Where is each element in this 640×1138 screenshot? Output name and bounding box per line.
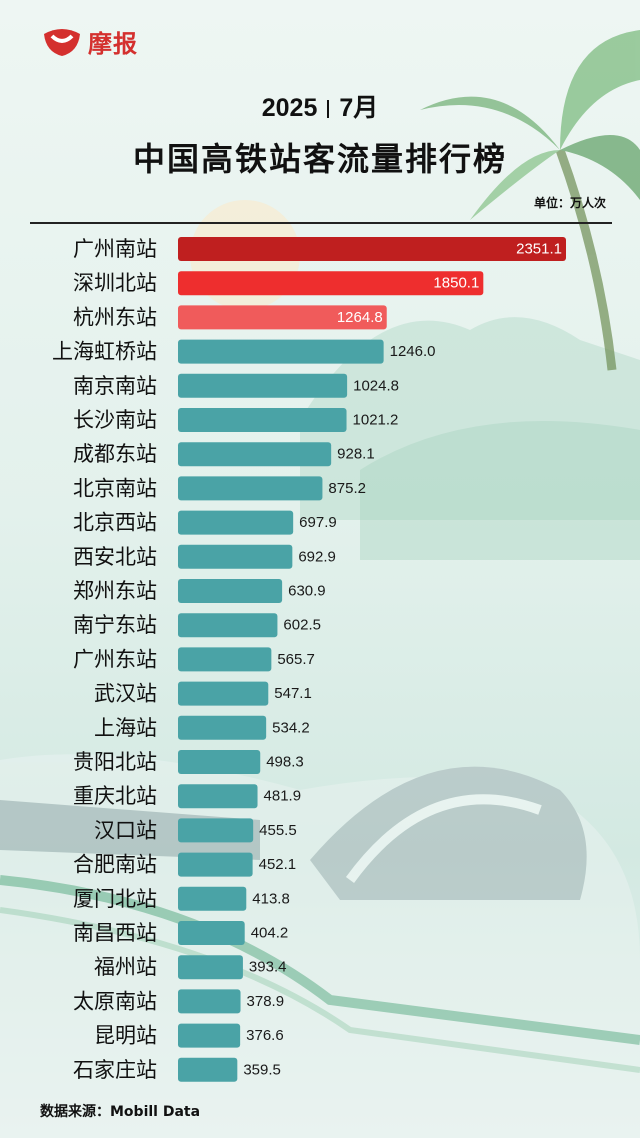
value-label: 1246.0 (390, 343, 436, 360)
month-label: 7月 (339, 94, 379, 122)
value-label: 565.7 (277, 651, 315, 668)
value-label: 404.2 (251, 925, 289, 942)
bar (178, 784, 258, 809)
value-label: 452.1 (259, 856, 297, 873)
category-label: 深圳北站 (73, 271, 157, 295)
brand-mark-icon (44, 28, 80, 56)
value-label: 1264.8 (337, 309, 383, 326)
category-label: 上海站 (94, 716, 157, 740)
mountain-range (300, 317, 640, 520)
bar (178, 305, 387, 330)
hill (360, 421, 640, 560)
value-label: 1850.1 (433, 275, 479, 292)
bar (178, 1023, 241, 1048)
value-label: 376.6 (246, 1027, 284, 1044)
bar (178, 373, 348, 398)
bar (178, 886, 247, 911)
data-source: 数据来源：Mobill Data (40, 1104, 201, 1120)
bar (178, 408, 347, 432)
value-label: 630.9 (288, 583, 326, 600)
value-label: 378.9 (247, 993, 285, 1010)
unit-label: 单位：万人次 (533, 196, 606, 210)
bar (178, 237, 566, 261)
bar (178, 544, 293, 569)
bar (178, 750, 261, 774)
value-label: 928.1 (337, 446, 375, 463)
value-label: 534.2 (272, 719, 310, 736)
category-label: 厦门北站 (73, 887, 157, 911)
category-label: 太原南站 (73, 989, 157, 1013)
bar (178, 715, 267, 740)
value-label: 2351.1 (516, 241, 562, 258)
category-label: 昆明站 (94, 1024, 157, 1048)
category-label: 重庆北站 (73, 784, 157, 808)
category-label: 石家庄站 (73, 1058, 157, 1082)
category-label: 南京南站 (73, 374, 157, 398)
value-label: 1021.2 (353, 412, 399, 429)
value-label: 498.3 (266, 754, 304, 771)
category-label: 杭州东站 (73, 305, 157, 329)
bar (178, 852, 253, 877)
value-label: 455.5 (259, 822, 297, 839)
value-label: 692.9 (298, 548, 336, 565)
category-label: 广州东站 (73, 647, 157, 671)
train-illustration (0, 754, 640, 1138)
bar (178, 1057, 238, 1082)
category-label: 北京西站 (73, 511, 157, 535)
value-label: 602.5 (283, 617, 321, 634)
bar (178, 681, 269, 706)
category-label: 北京南站 (73, 476, 157, 500)
category-label: 合肥南站 (73, 853, 157, 877)
bar (178, 955, 243, 980)
bar (178, 271, 484, 296)
bar (178, 476, 323, 501)
category-label: 广州南站 (73, 237, 157, 261)
value-label: 697.9 (299, 514, 337, 531)
bar (178, 921, 245, 945)
category-label: 汉口站 (94, 818, 157, 842)
bar (178, 613, 278, 638)
value-label: 393.4 (249, 959, 287, 976)
bar (178, 339, 384, 364)
category-label: 西安北站 (73, 545, 157, 569)
category-label: 郑州东站 (73, 579, 157, 603)
header-divider (30, 222, 612, 224)
value-label: 481.9 (264, 788, 302, 805)
bar (178, 510, 294, 535)
page-title: 中国高铁站客流量排行榜 (132, 140, 507, 178)
bar (178, 818, 254, 843)
category-label: 成都东站 (73, 442, 157, 466)
brand-name: 摩报 (88, 30, 138, 58)
category-label: 福州站 (94, 955, 157, 979)
brand-logo[interactable]: 摩报 (40, 24, 138, 59)
value-label: 547.1 (274, 685, 312, 702)
category-label: 长沙南站 (73, 408, 157, 432)
palm-tree (420, 30, 640, 371)
category-label: 贵阳北站 (73, 750, 157, 774)
category-label: 南昌西站 (73, 921, 157, 945)
category-label: 上海虹桥站 (52, 340, 157, 364)
bar (178, 442, 332, 467)
value-label: 875.2 (328, 480, 366, 497)
bar (178, 579, 283, 603)
year-label: 2025 (261, 94, 318, 122)
bar (178, 647, 272, 672)
date-line: 2025 7月 (0, 88, 640, 124)
category-label: 武汉站 (94, 682, 157, 706)
bar (178, 989, 241, 1014)
value-label: 413.8 (252, 890, 290, 907)
date-divider (327, 100, 330, 118)
value-label: 359.5 (243, 1061, 281, 1078)
value-label: 1024.8 (353, 377, 399, 394)
category-label: 南宁东站 (73, 613, 157, 637)
